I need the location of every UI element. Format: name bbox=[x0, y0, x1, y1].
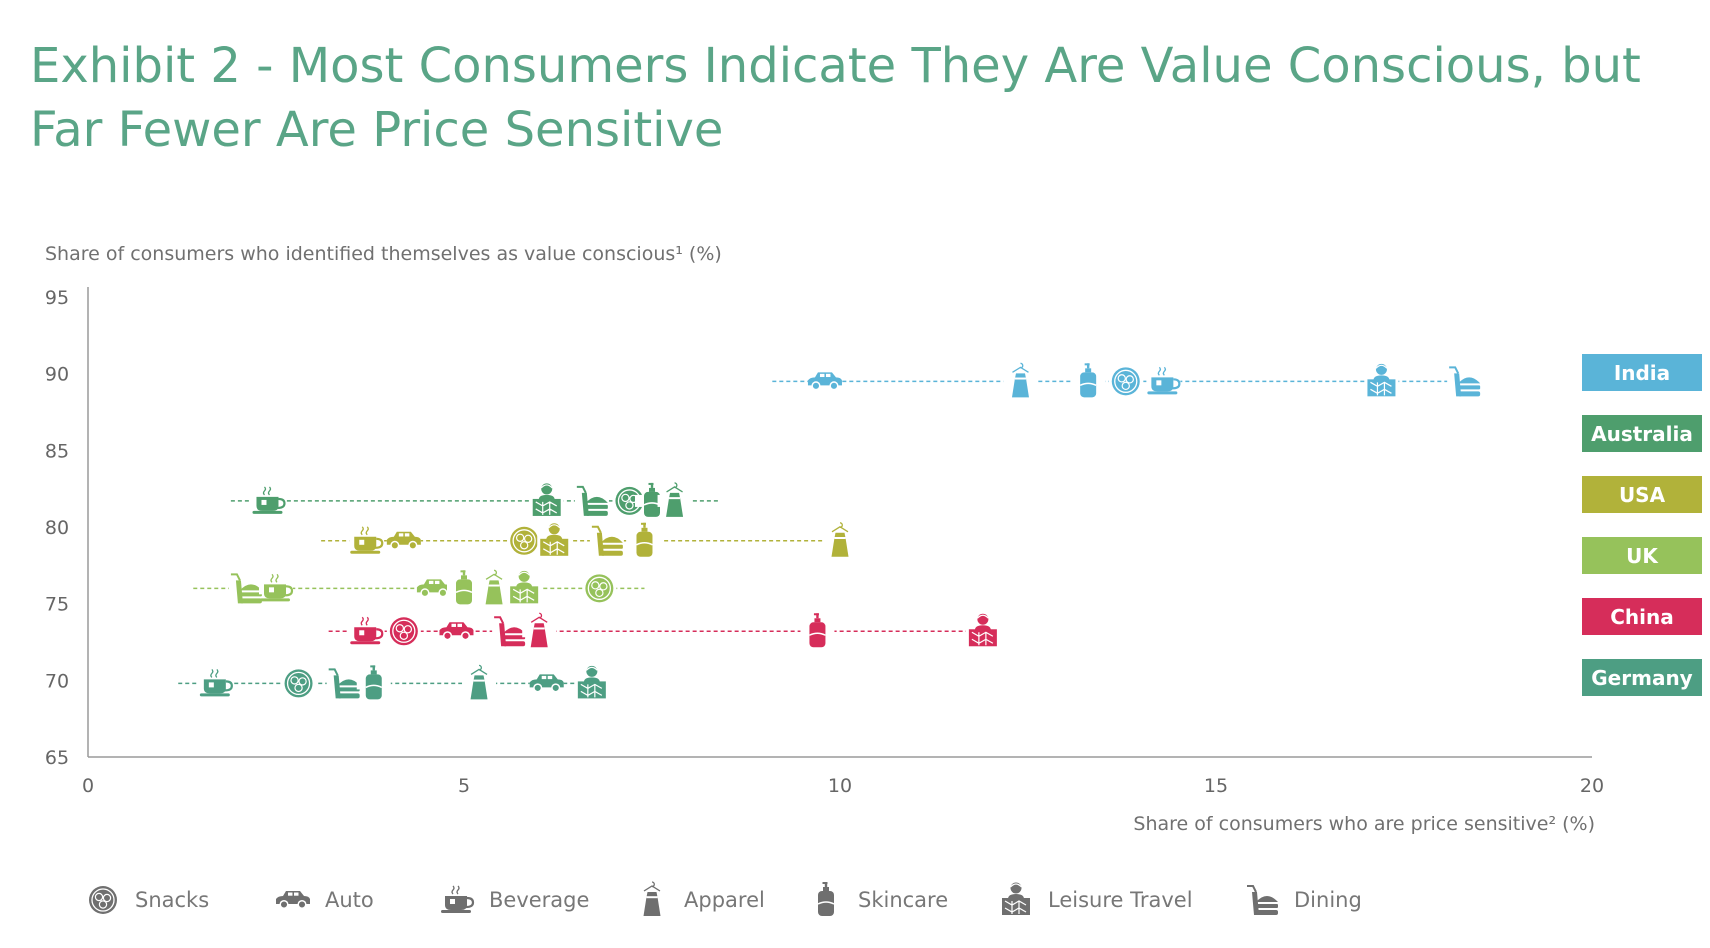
legend-label: Dining bbox=[1294, 888, 1362, 912]
svg-text:Germany: Germany bbox=[1591, 666, 1692, 690]
series-australia bbox=[230, 482, 720, 517]
country-label-uk: UK bbox=[1582, 537, 1702, 574]
legend-item-snacks: Snacks bbox=[89, 886, 209, 914]
svg-text:UK: UK bbox=[1626, 544, 1659, 568]
legend-item-auto: Auto bbox=[276, 888, 374, 912]
x-tick-label-5: 5 bbox=[458, 775, 470, 797]
y-tick-label-90: 90 bbox=[45, 364, 69, 386]
y-tick-label-70: 70 bbox=[45, 670, 69, 692]
title-line-1: Exhibit 2 - Most Consumers Indicate They… bbox=[30, 38, 1641, 94]
apparel-icon bbox=[643, 881, 661, 916]
svg-text:China: China bbox=[1610, 605, 1674, 629]
legend-item-skincare: Skincare bbox=[817, 882, 948, 916]
point-china-auto bbox=[439, 622, 474, 641]
y-tick-label-65: 65 bbox=[45, 747, 69, 769]
point-usa-apparel bbox=[823, 522, 857, 557]
point-india-beverage bbox=[1146, 366, 1181, 395]
point-australia-leisure-travel bbox=[529, 483, 564, 516]
auto-icon bbox=[276, 891, 310, 910]
country-label-australia: Australia bbox=[1582, 415, 1702, 452]
x-axis-label: Share of consumers who are price sensiti… bbox=[1133, 813, 1595, 835]
snacks-icon bbox=[89, 886, 117, 914]
point-usa-dining bbox=[589, 525, 624, 556]
dining-icon bbox=[1247, 885, 1278, 915]
point-uk-auto bbox=[416, 579, 451, 598]
country-label-india: India bbox=[1582, 354, 1702, 391]
svg-text:India: India bbox=[1614, 361, 1670, 385]
y-tick-label-80: 80 bbox=[45, 517, 69, 539]
country-label-germany: Germany bbox=[1582, 659, 1702, 696]
title-line-2: Far Fewer Are Price Sensitive bbox=[30, 102, 724, 158]
beverage-icon bbox=[441, 885, 475, 913]
point-china-beverage bbox=[349, 616, 384, 645]
x-tick-label-10: 10 bbox=[828, 775, 852, 797]
point-usa-beverage bbox=[349, 526, 384, 554]
svg-text:USA: USA bbox=[1619, 483, 1666, 507]
series-india bbox=[772, 362, 1482, 398]
point-china-leisure-travel bbox=[965, 613, 1000, 647]
point-australia-apparel bbox=[657, 482, 692, 517]
legend-label: Leisure Travel bbox=[1048, 888, 1193, 912]
point-germany-auto bbox=[529, 674, 564, 693]
x-tick-label-20: 20 bbox=[1580, 775, 1604, 797]
point-uk-beverage bbox=[259, 573, 294, 602]
legend-label: Beverage bbox=[489, 888, 589, 912]
point-germany-snacks bbox=[281, 669, 316, 698]
point-australia-dining bbox=[574, 485, 609, 516]
series-china bbox=[328, 612, 1000, 648]
series-usa bbox=[321, 522, 857, 557]
point-australia-beverage bbox=[251, 486, 286, 514]
point-germany-beverage bbox=[198, 668, 233, 697]
point-india-apparel bbox=[1003, 362, 1038, 398]
point-usa-snacks bbox=[507, 526, 542, 555]
series-germany bbox=[178, 664, 609, 700]
legend-label: Snacks bbox=[135, 888, 209, 912]
point-china-snacks bbox=[386, 617, 421, 646]
leisure-travel-icon bbox=[1002, 882, 1030, 915]
legend-label: Apparel bbox=[684, 888, 765, 912]
legend-item-beverage: Beverage bbox=[441, 885, 589, 913]
country-label-usa: USA bbox=[1582, 476, 1702, 513]
point-uk-apparel bbox=[477, 569, 512, 605]
y-tick-label-75: 75 bbox=[45, 594, 69, 616]
legend-label: Auto bbox=[325, 888, 374, 912]
y-axis-label: Share of consumers who identified themse… bbox=[45, 243, 722, 265]
point-germany-skincare bbox=[356, 665, 391, 700]
point-uk-dining bbox=[228, 573, 263, 604]
point-usa-auto bbox=[386, 531, 421, 550]
legend-item-leisure-travel: Leisure Travel bbox=[1002, 882, 1193, 915]
point-germany-leisure-travel bbox=[574, 665, 609, 699]
point-usa-skincare bbox=[627, 522, 662, 557]
y-tick-label-95: 95 bbox=[45, 287, 69, 309]
point-usa-leisure-travel bbox=[537, 523, 572, 556]
point-india-snacks bbox=[1108, 367, 1143, 396]
x-tick-label-0: 0 bbox=[82, 775, 94, 797]
point-china-skincare bbox=[800, 613, 835, 648]
point-india-dining bbox=[1447, 366, 1482, 397]
y-tick-label-85: 85 bbox=[45, 440, 69, 462]
legend-item-apparel: Apparel bbox=[643, 881, 765, 916]
x-tick-label-15: 15 bbox=[1204, 775, 1228, 797]
svg-text:Australia: Australia bbox=[1591, 422, 1693, 446]
point-india-skincare bbox=[1071, 363, 1106, 398]
point-germany-apparel bbox=[462, 664, 497, 700]
page-title: Exhibit 2 - Most Consumers Indicate They… bbox=[30, 34, 1670, 162]
point-uk-leisure-travel bbox=[507, 570, 542, 604]
point-china-apparel bbox=[522, 612, 557, 648]
point-uk-skincare bbox=[447, 570, 481, 605]
series-uk bbox=[193, 569, 645, 605]
point-germany-dining bbox=[326, 668, 361, 699]
point-india-auto bbox=[807, 372, 842, 391]
point-uk-snacks bbox=[582, 574, 617, 603]
legend-item-dining: Dining bbox=[1247, 885, 1362, 915]
point-india-leisure-travel bbox=[1364, 363, 1399, 397]
skincare-icon bbox=[817, 882, 835, 916]
country-label-china: China bbox=[1582, 598, 1702, 635]
legend-label: Skincare bbox=[858, 888, 948, 912]
point-china-dining bbox=[492, 616, 527, 647]
